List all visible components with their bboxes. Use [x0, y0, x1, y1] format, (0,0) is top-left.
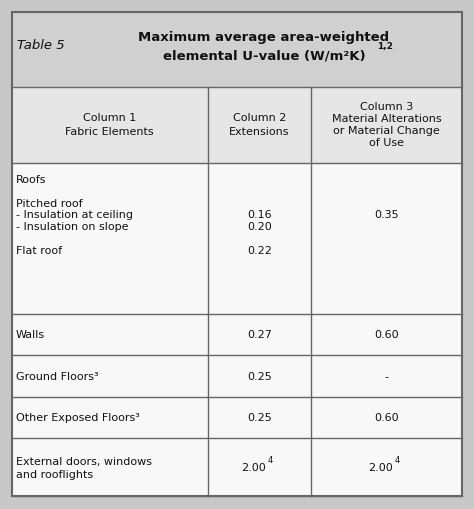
Text: Ground Floors³: Ground Floors³	[16, 371, 98, 381]
Text: Fabric Elements: Fabric Elements	[65, 127, 154, 137]
Text: and rooflights: and rooflights	[16, 469, 93, 479]
Bar	[12, 13, 462, 88]
Text: of Use: of Use	[369, 138, 404, 148]
Text: Pitched roof: Pitched roof	[16, 199, 82, 209]
Text: 0.35: 0.35	[374, 210, 399, 220]
Text: 0.27: 0.27	[247, 330, 272, 340]
Text: or Material Change: or Material Change	[333, 126, 440, 136]
Text: 2.00: 2.00	[368, 462, 393, 472]
Text: Other Exposed Floors³: Other Exposed Floors³	[16, 413, 139, 422]
Text: - Insulation on slope: - Insulation on slope	[16, 221, 128, 231]
Text: Column 1: Column 1	[83, 112, 137, 123]
Text: Table 5: Table 5	[17, 39, 64, 51]
Text: 0.16: 0.16	[247, 210, 272, 220]
Bar	[12, 88, 462, 164]
Text: 4: 4	[267, 455, 273, 464]
Text: -: -	[385, 371, 389, 381]
Text: 0.60: 0.60	[374, 330, 399, 340]
Text: - Insulation at ceiling: - Insulation at ceiling	[16, 210, 133, 220]
Text: 1,2: 1,2	[377, 42, 392, 50]
Text: 4: 4	[394, 455, 400, 464]
Text: Column 3: Column 3	[360, 101, 413, 111]
Text: 0.60: 0.60	[374, 413, 399, 422]
Text: Column 2: Column 2	[233, 112, 286, 123]
Text: 0.25: 0.25	[247, 413, 272, 422]
Text: 0.20: 0.20	[247, 221, 272, 231]
Text: Maximum average area-weighted: Maximum average area-weighted	[138, 31, 390, 44]
Text: 0.22: 0.22	[247, 245, 272, 256]
Text: Extensions: Extensions	[229, 127, 290, 137]
Text: External doors, windows: External doors, windows	[16, 456, 152, 466]
Text: 2.00: 2.00	[241, 462, 266, 472]
Text: Material Alterations: Material Alterations	[332, 114, 442, 124]
Text: 0.25: 0.25	[247, 371, 272, 381]
Text: Walls: Walls	[16, 330, 45, 340]
Text: elemental U-value (W/m²K): elemental U-value (W/m²K)	[163, 50, 365, 63]
Text: Flat roof: Flat roof	[16, 245, 62, 256]
Text: Roofs: Roofs	[16, 174, 46, 184]
